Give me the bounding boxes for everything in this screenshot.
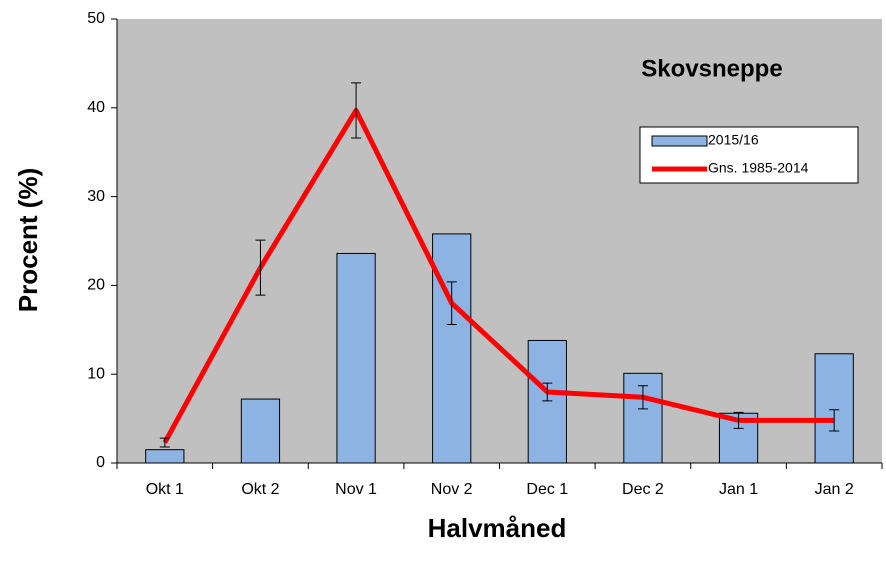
error-bar [351,82,362,139]
y-tick-label: 0 [96,454,105,471]
x-tick-label: Jan 2 [815,481,854,498]
y-tick-label: 30 [87,188,105,205]
x-tick-label: Dec 2 [622,481,664,498]
line [162,107,835,444]
x-tick-label: Jan 1 [719,481,758,498]
x-tick-label: Dec 1 [526,481,568,498]
error-bar [637,385,648,410]
error-bar [255,239,266,296]
chart-title: Skovsneppe [641,55,782,82]
bar [145,449,185,464]
legend-swatch [651,135,708,147]
bar [432,233,472,464]
plot-area [117,19,882,463]
x-tick-label: Nov 2 [431,481,473,498]
x-axis-label: Halvmåned [428,513,567,543]
error-bar [733,411,744,429]
error-bar [159,437,170,448]
legend-label: Gns. 1985-2014 [708,160,809,176]
y-tick-label: 50 [87,10,105,27]
bar [336,252,376,464]
error-bar [829,409,840,432]
x-tick-label: Okt 1 [146,481,184,498]
y-tick-label: 40 [87,99,105,116]
y-tick-label: 20 [87,277,105,294]
legend-label: 2015/16 [708,132,759,148]
y-tick-label: 10 [87,365,105,382]
x-tick-label: Nov 1 [335,481,377,498]
bar [527,339,567,464]
bar [814,353,854,464]
error-bar [542,382,553,402]
y-axis-label: Procent (%) [13,168,43,312]
error-bar [446,281,457,325]
x-tick-label: Okt 2 [241,481,279,498]
bar [240,398,281,464]
